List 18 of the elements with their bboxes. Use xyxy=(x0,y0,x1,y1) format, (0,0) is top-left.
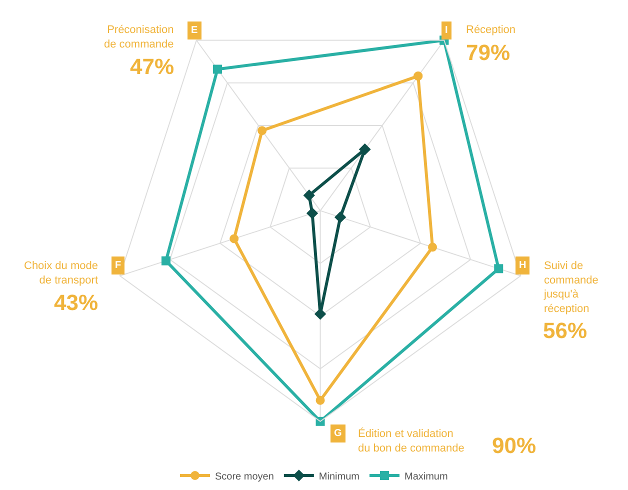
text: E xyxy=(191,25,198,36)
legend-label: Score moyen xyxy=(215,471,274,482)
spoke-label: Préconisation de commande xyxy=(104,24,174,50)
text: 90% xyxy=(492,433,536,458)
text: F xyxy=(115,260,122,271)
text: 79% xyxy=(466,40,510,65)
legend-label: Maximum xyxy=(404,471,448,482)
spoke-label: Réception xyxy=(466,24,516,36)
text: I xyxy=(445,25,448,36)
text: 56% xyxy=(543,318,588,343)
spoke-label: Suivi de commande jusqu'à réception xyxy=(543,260,598,315)
spoke-label: Édition et validation du bon de commande xyxy=(358,427,464,454)
text: 43% xyxy=(54,290,98,315)
text: H xyxy=(519,260,526,271)
spoke-label: Choix du mode de transport xyxy=(24,260,98,286)
legend-label: Minimum xyxy=(318,471,360,482)
text: G xyxy=(334,428,342,439)
text: 47% xyxy=(130,54,174,79)
